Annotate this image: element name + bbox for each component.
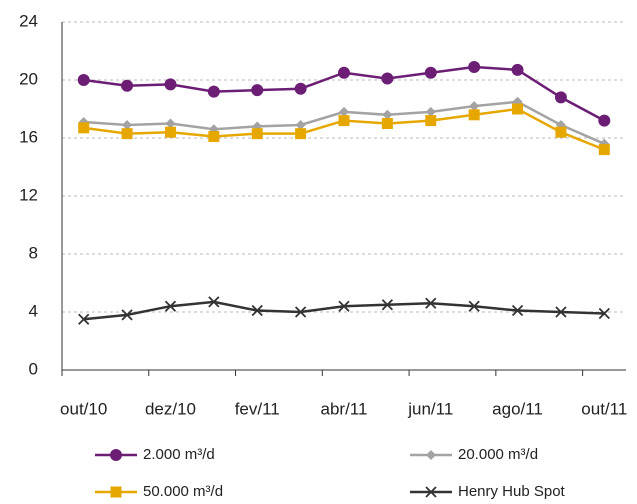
marker	[555, 126, 567, 138]
marker	[121, 79, 134, 92]
x-tick-label: ago/11	[492, 399, 543, 418]
marker	[164, 300, 177, 312]
marker	[207, 85, 220, 98]
y-tick-label: 12	[19, 185, 38, 204]
marker	[251, 84, 264, 97]
marker	[78, 122, 90, 134]
marker	[598, 144, 610, 156]
marker	[77, 74, 90, 86]
marker	[122, 119, 133, 130]
y-tick-label: 0	[29, 359, 38, 378]
marker	[468, 60, 481, 73]
marker	[425, 106, 436, 117]
legend-label: 2.000 m³/d	[143, 446, 215, 463]
marker	[511, 304, 524, 317]
y-tick-label: 8	[29, 243, 38, 262]
legend-label: 50.000 m³/d	[143, 483, 223, 500]
marker	[381, 299, 394, 311]
marker	[468, 300, 480, 312]
legend-label: 20.000 m³/d	[458, 446, 538, 463]
marker	[555, 306, 567, 318]
marker	[78, 313, 90, 325]
x-tick-label: abr/11	[321, 399, 368, 418]
legend-label: Henry Hub Spot	[458, 483, 566, 500]
marker	[511, 63, 524, 76]
y-tick-label: 20	[19, 69, 38, 88]
marker	[208, 296, 220, 308]
marker	[381, 72, 394, 85]
marker	[338, 300, 350, 312]
marker	[425, 115, 437, 127]
marker	[110, 486, 122, 498]
x-tick-label: out/10	[60, 399, 107, 418]
marker	[164, 78, 177, 91]
marker	[294, 82, 307, 95]
marker	[598, 307, 610, 320]
x-tick-label: out/11	[581, 399, 627, 418]
marker	[425, 297, 437, 309]
marker	[251, 128, 263, 140]
marker	[165, 118, 176, 129]
x-tick-label: dez/10	[145, 399, 196, 418]
marker	[512, 103, 524, 115]
x-tick-label: fev/11	[235, 399, 280, 418]
marker	[338, 115, 350, 127]
marker	[598, 114, 611, 127]
marker	[381, 118, 393, 129]
y-tick-label: 16	[19, 127, 38, 146]
marker	[121, 309, 133, 321]
marker	[469, 101, 480, 112]
y-tick-label: 4	[29, 301, 38, 320]
y-tick-label: 24	[19, 11, 38, 30]
marker	[208, 131, 220, 143]
marker	[295, 119, 306, 130]
marker	[110, 449, 122, 461]
marker	[424, 66, 437, 79]
marker	[295, 128, 307, 140]
marker	[251, 304, 263, 317]
marker	[382, 109, 393, 120]
x-tick-label: jun/11	[407, 399, 453, 418]
marker	[425, 486, 437, 498]
marker	[426, 450, 436, 460]
series-line	[83, 300, 605, 321]
marker	[554, 91, 567, 104]
marker	[338, 66, 350, 79]
marker	[121, 128, 133, 140]
marker	[164, 126, 176, 138]
marker	[339, 106, 349, 117]
marker	[468, 109, 480, 121]
marker	[294, 306, 307, 318]
